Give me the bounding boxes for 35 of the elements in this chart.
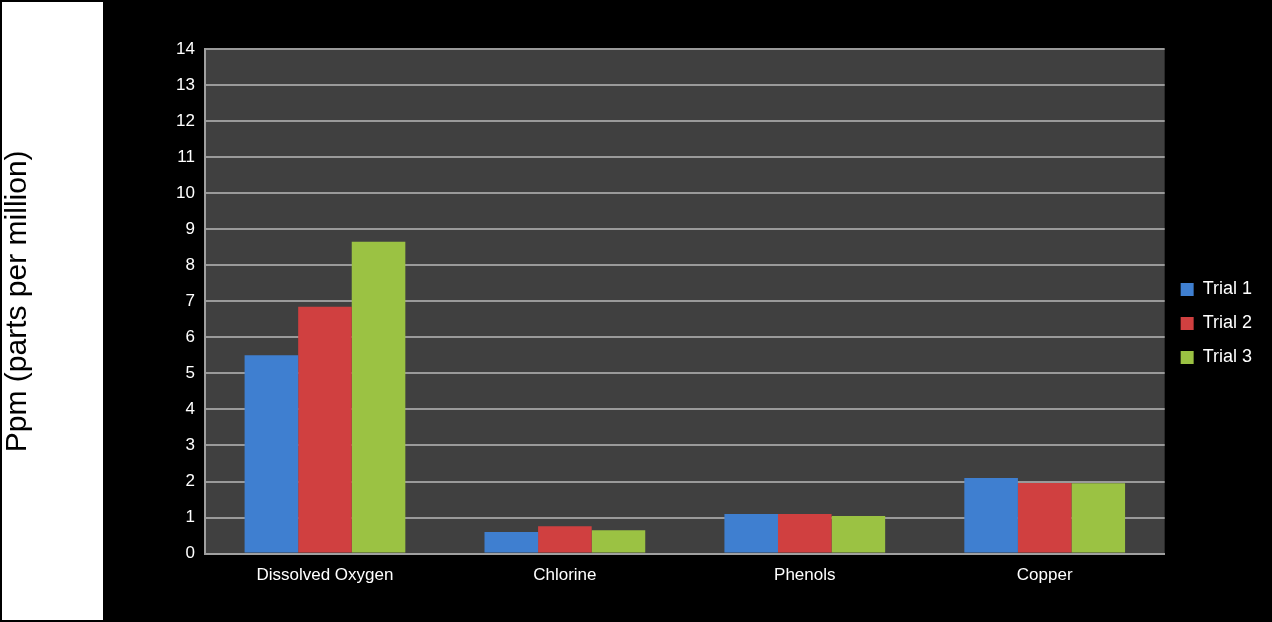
y-tick-label: 10 (176, 182, 195, 202)
bar (538, 526, 592, 553)
y-tick-label: 9 (185, 218, 195, 238)
bar (1071, 483, 1126, 553)
bar (724, 513, 778, 553)
y-tick-label: 14 (176, 38, 195, 58)
y-tick-label: 0 (185, 543, 195, 563)
legend-label: Trial 2 (1202, 312, 1252, 333)
legend-label: Trial 1 (1202, 278, 1252, 299)
y-tick-label: 8 (185, 254, 195, 274)
bar (484, 531, 539, 553)
y-tick-label: 6 (185, 327, 195, 347)
y-tick-label: 12 (176, 110, 195, 130)
bar (964, 477, 1018, 553)
y-tick-label: 2 (185, 471, 195, 491)
y-tick-label: 7 (185, 290, 195, 310)
bar (591, 530, 646, 553)
y-tick-label: 4 (185, 399, 195, 419)
y-tick-label: 5 (185, 363, 195, 383)
bar (351, 241, 406, 553)
bar (244, 355, 299, 553)
legend-label: Trial 3 (1202, 346, 1252, 367)
y-tick-label: 3 (185, 435, 195, 455)
y-axis-title: Ppm (parts per million) (0, 150, 33, 453)
bar (298, 306, 352, 553)
x-tick-label: Copper (1016, 565, 1073, 585)
bar (831, 516, 886, 553)
x-tick-label: Chlorine (533, 565, 597, 585)
x-tick-label: Phenols (774, 565, 836, 585)
y-tick-label: 1 (185, 507, 195, 527)
bar (778, 513, 832, 553)
bar (1017, 482, 1072, 553)
y-tick-label: 11 (177, 146, 195, 166)
y-tick-label: 13 (176, 74, 195, 94)
x-tick-label: Dissolved Oxygen (256, 565, 394, 585)
